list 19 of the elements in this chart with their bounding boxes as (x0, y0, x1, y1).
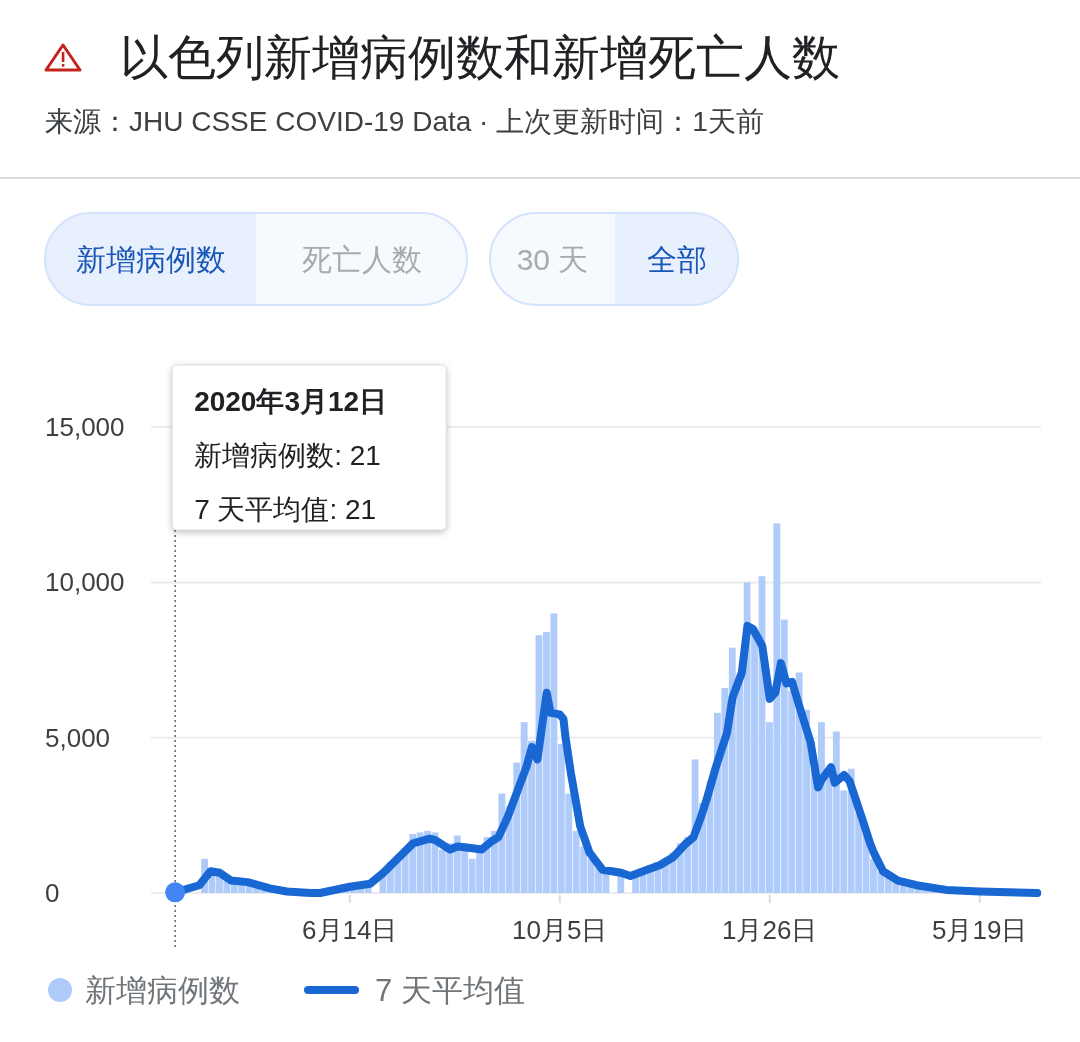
y-tick-label: 15,000 (45, 412, 125, 443)
x-tick-label: 10月5日 (512, 915, 608, 945)
subtitle: 来源：JHU CSSE COVID-19 Data · 上次更新时间：1天前 (45, 106, 764, 137)
button-label: 死亡人数 (301, 242, 422, 276)
y-tick-label: 10,000 (45, 567, 125, 598)
button-label: 新增病例数 (75, 242, 226, 276)
legend-label: 新增病例数 (85, 972, 240, 1008)
title: 以色列新增病例数和新增死亡人数 (120, 31, 840, 84)
x-tick-label: 5月19日 (932, 915, 1028, 945)
tooltip-text: 7 天平均值: 21 (194, 493, 377, 525)
tooltip-text: 新增病例数: 21 (194, 439, 381, 471)
button-label: 30 天 (516, 242, 589, 276)
tooltip-text: 2020年3月12日 (194, 385, 388, 417)
x-tick-label: 1月26日 (722, 915, 818, 945)
x-tick-label: 6月14日 (302, 915, 398, 945)
legend-label: 7 天平均值 (375, 972, 525, 1008)
y-tick-label: 0 (45, 878, 60, 908)
button-label: 全部 (646, 242, 707, 276)
y-tick-label: 5,000 (45, 722, 111, 753)
